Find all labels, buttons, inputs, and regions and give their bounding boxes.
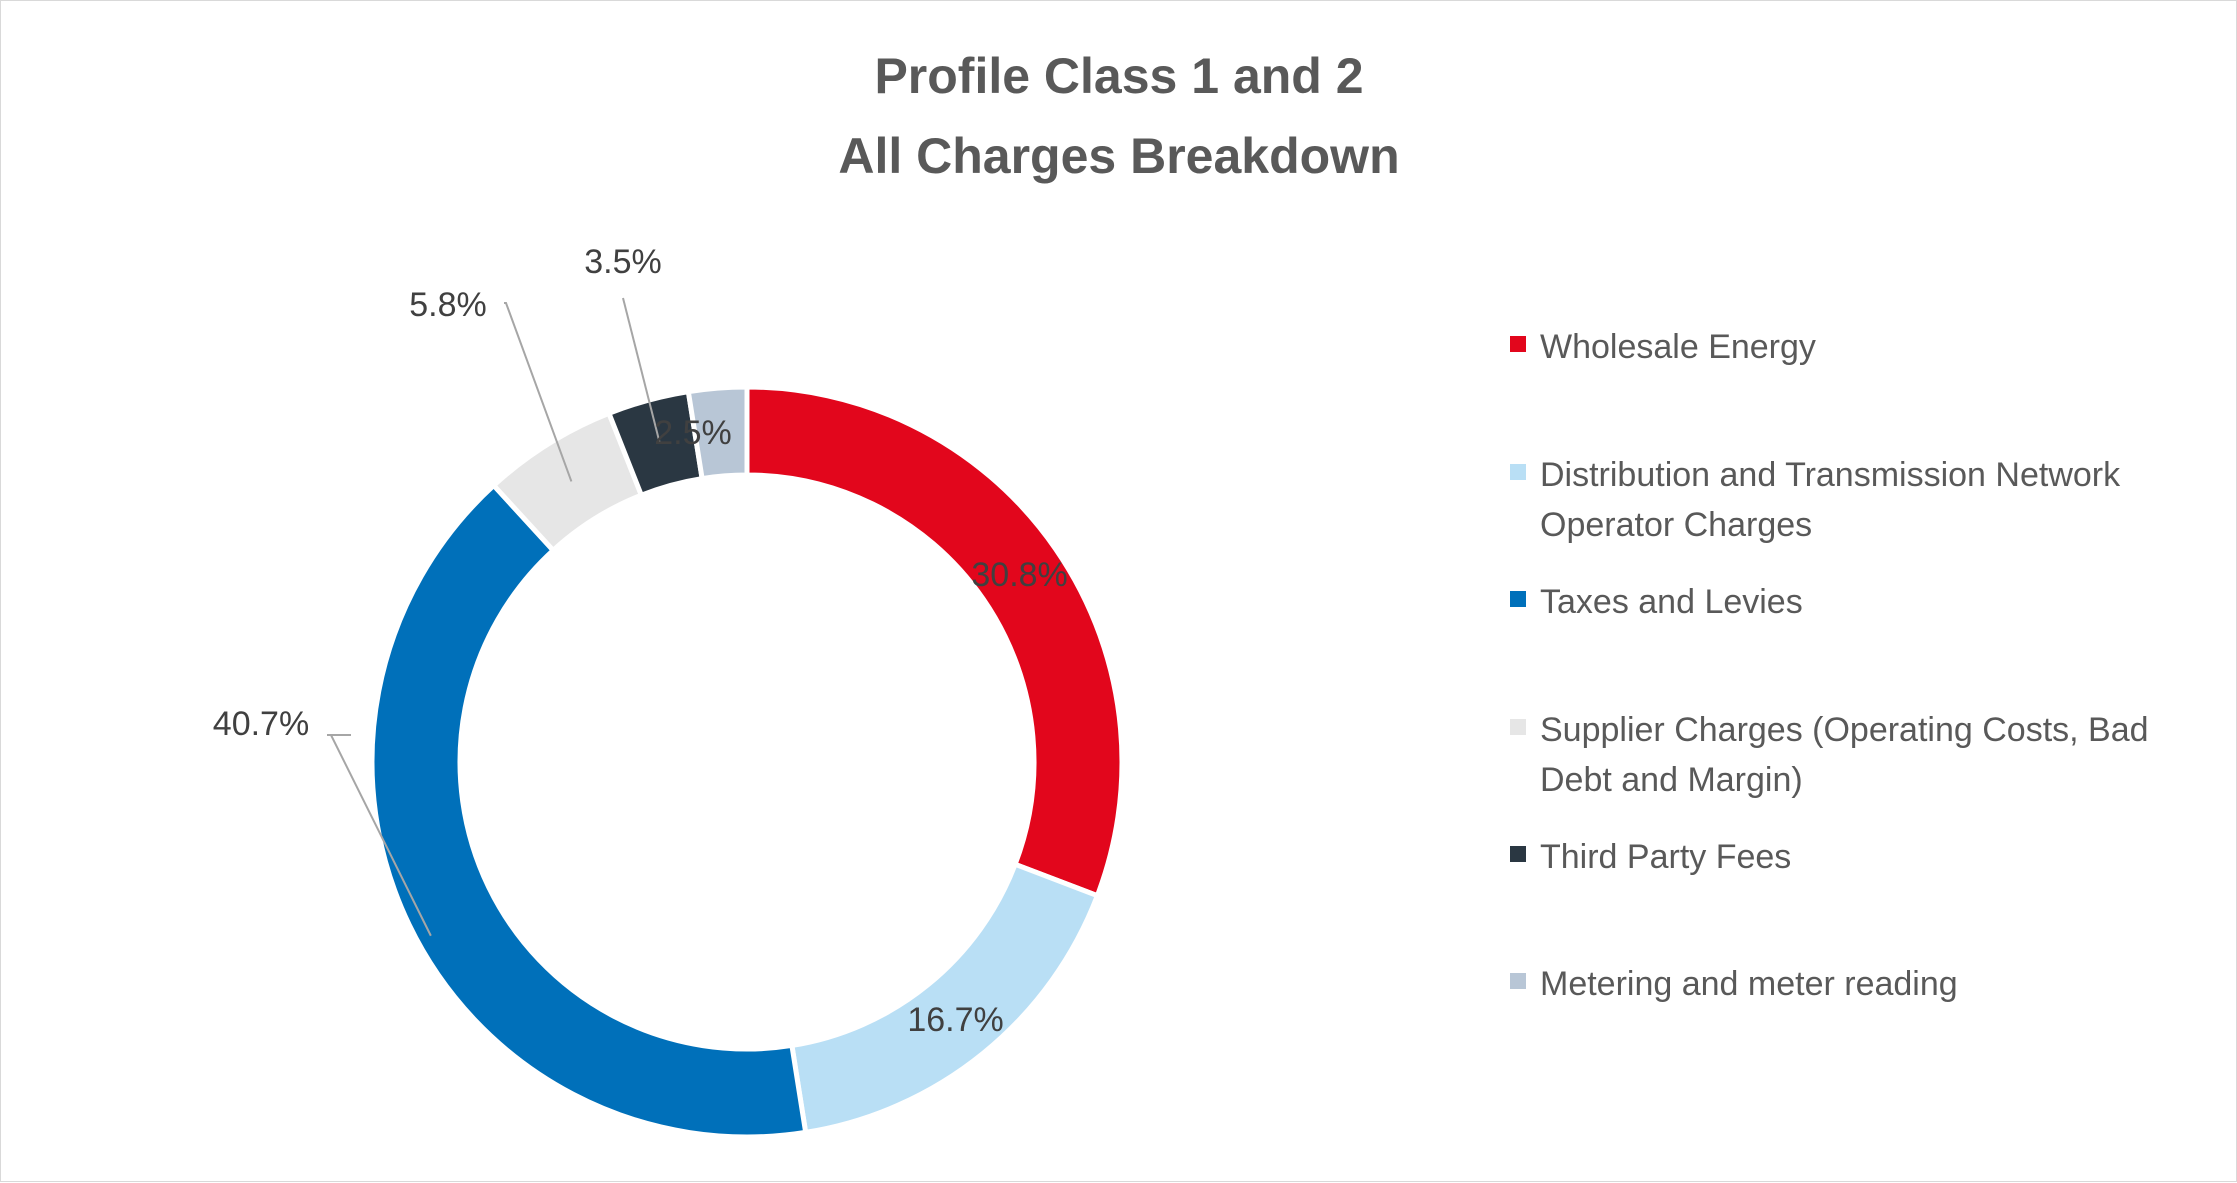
data-labels: 30.8% 16.7% 40.7% 5.8% 3.5% 2.5% [213, 243, 1068, 1039]
data-label-wholesale-energy: 30.8% [971, 556, 1067, 594]
data-label-taxes-and-levies: 40.7% [213, 705, 309, 743]
legend-item-third-party-fees: Third Party Fees [1510, 838, 1791, 876]
legend-item-metering-and-meter-reading: Metering and meter reading [1510, 965, 1958, 1003]
slice-metering-and-meter-reading [685, 384, 750, 482]
donut-slices [369, 384, 1125, 1140]
legend-label: Supplier Charges (Operating Costs, Bad De… [1540, 711, 2149, 799]
chart-subtitle: All Charges Breakdown [838, 128, 1399, 184]
legend-label: Taxes and Levies [1540, 583, 1803, 621]
legend-item-distribution-and-transmission-network-operator-charges: Distribution and Transmission Network Ope… [1510, 456, 2121, 544]
legend-item-supplier-charges-operating-costs-bad-debt-and-margin: Supplier Charges (Operating Costs, Bad De… [1510, 711, 2149, 799]
legend-marker [1510, 464, 1526, 480]
leader-line-supplier-charges-operating-costs-bad-debt-and-margin [504, 302, 573, 482]
legend-item-wholesale-energy: Wholesale Energy [1510, 328, 1816, 366]
legend-marker [1510, 973, 1526, 989]
data-label-supplier-charges-operating-costs-bad-debt-and-margin: 5.8% [409, 286, 487, 324]
label-leader-lines [327, 297, 661, 937]
data-label-third-party-fees: 3.5% [584, 243, 662, 281]
leader-line-third-party-fees [622, 297, 661, 443]
data-label-distribution-and-transmission-network-operator-charges: 16.7% [907, 1001, 1003, 1039]
slice-distribution-and-transmission-network-operator-charges [789, 861, 1101, 1136]
legend-marker [1510, 719, 1526, 735]
legend-label: Metering and meter reading [1540, 965, 1958, 1003]
chart-title: Profile Class 1 and 2 [874, 48, 1363, 104]
slice-wholesale-energy [744, 384, 1125, 899]
legend-label: Third Party Fees [1540, 838, 1791, 876]
legend: Wholesale Energy Distribution and Transmi… [1510, 328, 2149, 1003]
legend-label: Distribution and Transmission Network Ope… [1540, 456, 2121, 544]
legend-item-taxes-and-levies: Taxes and Levies [1510, 583, 1803, 621]
legend-marker [1510, 336, 1526, 352]
data-label-metering-and-meter-reading: 2.5% [654, 414, 732, 452]
legend-marker [1510, 846, 1526, 862]
legend-label: Wholesale Energy [1540, 328, 1816, 366]
legend-marker [1510, 591, 1526, 607]
slice-taxes-and-levies [369, 481, 809, 1140]
